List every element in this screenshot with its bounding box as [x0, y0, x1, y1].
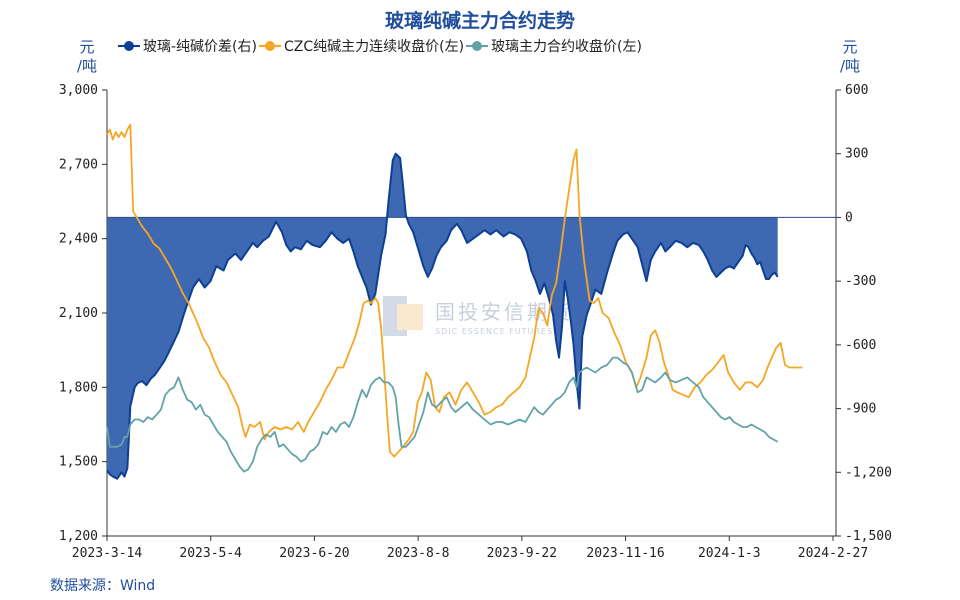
y-left-tick-label: 1,500 [59, 455, 98, 470]
legend: 玻璃-纯碱价差(右) CZC纯碱主力连续收盘价(左) 玻璃主力合约收盘价(左) [118, 36, 644, 56]
chart-title: 玻璃纯碱主力合约走势 [384, 10, 575, 32]
x-tick-label: 2023-11-16 [586, 546, 664, 561]
y-right-tick-label: 600 [845, 83, 868, 98]
y-right-tick-label: -1,200 [845, 465, 892, 480]
watermark-logo-icon [383, 296, 423, 336]
y-left-tick-label: 1,200 [59, 529, 98, 544]
spread-line [106, 152, 779, 480]
y-right-tick-label: -900 [845, 402, 876, 417]
legend-item-spread[interactable]: 玻璃-纯碱价差(右) [118, 36, 257, 56]
y-right-tick-label: -600 [845, 338, 876, 353]
x-tick-label: 2023-8-8 [387, 546, 450, 561]
y-right-tick-label: -300 [845, 274, 876, 289]
y-left-tick-label: 2,700 [59, 157, 98, 172]
x-tick-label: 2023-6-20 [279, 546, 349, 561]
right-axis-unit: 元/吨 [839, 38, 861, 75]
legend-label-soda-ash: CZC纯碱主力连续收盘价(左) [283, 39, 465, 55]
y-left-tick-label: 3,000 [59, 83, 98, 98]
x-tick-label: 2024-1-3 [698, 546, 761, 561]
y-left-tick-label: 2,400 [59, 232, 98, 247]
legend-swatch-spread [118, 40, 140, 52]
y-right-tick-label: 0 [845, 210, 853, 225]
legend-label-spread: 玻璃-纯碱价差(右) [143, 39, 257, 55]
x-tick-label: 2023-3-14 [72, 546, 143, 561]
y-left-tick-label: 2,100 [59, 306, 98, 321]
source-note: 数据来源：Wind [50, 578, 156, 594]
soda-ash-price-line [106, 123, 803, 458]
legend-item-soda-ash[interactable]: CZC纯碱主力连续收盘价(左) [258, 36, 465, 56]
left-axis-unit: 元/吨 [76, 38, 98, 75]
legend-swatch-glass [466, 40, 489, 52]
legend-swatch-soda-ash [258, 40, 281, 52]
x-tick-label: 2024-2-27 [798, 546, 868, 561]
x-tick-label: 2023-5-4 [179, 546, 242, 561]
watermark-text-en: SDIC ESSENCE FUTURES [435, 327, 554, 336]
spread-area [107, 153, 778, 479]
glass-price-line [106, 356, 779, 473]
y-right-tick-label: -1,500 [845, 529, 892, 544]
y-left-tick-label: 1,800 [59, 380, 98, 395]
legend-label-glass: 玻璃主力合约收盘价(左) [491, 39, 642, 55]
x-tick-label: 2023-9-22 [487, 546, 557, 561]
y-right-tick-label: 300 [845, 147, 868, 162]
legend-item-glass[interactable]: 玻璃主力合约收盘价(左) [466, 36, 642, 56]
